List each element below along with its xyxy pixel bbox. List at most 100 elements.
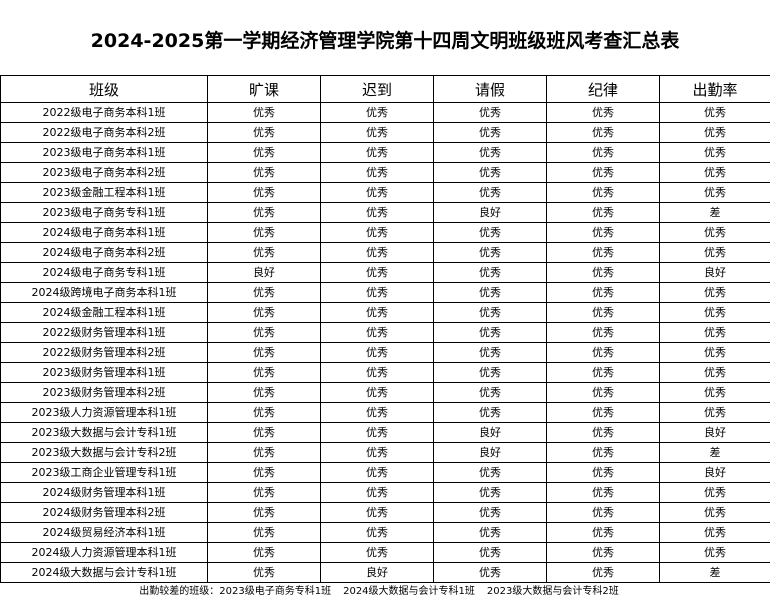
rating-cell: 良好 (434, 423, 547, 443)
rating-cell: 优秀 (547, 323, 660, 343)
footer-item: 2023级电子商务专科1班 (219, 586, 331, 597)
rating-cell: 优秀 (547, 363, 660, 383)
rating-cell: 优秀 (434, 483, 547, 503)
table-row: 2023级财务管理本科1班优秀优秀优秀优秀优秀 (1, 363, 770, 383)
rating-cell: 优秀 (547, 383, 660, 403)
rating-cell: 优秀 (660, 103, 770, 123)
rating-cell: 优秀 (208, 423, 321, 443)
rating-cell: 优秀 (434, 103, 547, 123)
rating-cell: 优秀 (208, 163, 321, 183)
rating-cell: 优秀 (434, 383, 547, 403)
rating-cell: 优秀 (434, 263, 547, 283)
footer-item: 2023级大数据与会计专科2班 (487, 586, 619, 597)
rating-cell: 优秀 (208, 543, 321, 563)
table-row: 2024级人力资源管理本科1班优秀优秀优秀优秀优秀 (1, 543, 770, 563)
rating-cell: 良好 (208, 263, 321, 283)
rating-cell: 优秀 (208, 483, 321, 503)
rating-cell: 优秀 (321, 163, 434, 183)
rating-cell: 差 (660, 443, 770, 463)
table-row: 2022级电子商务本科1班优秀优秀优秀优秀优秀 (1, 103, 770, 123)
class-name: 2024级大数据与会计专科1班 (1, 563, 208, 583)
table-row: 2023级人力资源管理本科1班优秀优秀优秀优秀优秀 (1, 403, 770, 423)
class-name: 2023级电子商务本科1班 (1, 143, 208, 163)
rating-cell: 优秀 (660, 503, 770, 523)
rating-cell: 优秀 (321, 423, 434, 443)
column-header: 纪律 (547, 76, 660, 103)
rating-cell: 优秀 (321, 363, 434, 383)
rating-cell: 优秀 (547, 263, 660, 283)
rating-cell: 优秀 (208, 503, 321, 523)
rating-cell: 优秀 (434, 223, 547, 243)
rating-cell: 优秀 (434, 503, 547, 523)
rating-cell: 优秀 (321, 503, 434, 523)
rating-cell: 差 (660, 563, 770, 583)
rating-cell: 优秀 (321, 203, 434, 223)
class-name: 2023级电子商务本科2班 (1, 163, 208, 183)
rating-cell: 优秀 (208, 463, 321, 483)
rating-cell: 优秀 (660, 543, 770, 563)
rating-cell: 优秀 (547, 203, 660, 223)
rating-cell: 优秀 (660, 343, 770, 363)
rating-cell: 良好 (660, 423, 770, 443)
rating-cell: 优秀 (434, 523, 547, 543)
rating-cell: 优秀 (660, 483, 770, 503)
rating-cell: 优秀 (321, 543, 434, 563)
class-name: 2023级大数据与会计专科2班 (1, 443, 208, 463)
rating-cell: 优秀 (547, 483, 660, 503)
rating-cell: 优秀 (434, 343, 547, 363)
class-name: 2022级电子商务本科2班 (1, 123, 208, 143)
rating-cell: 优秀 (208, 143, 321, 163)
rating-cell: 优秀 (660, 523, 770, 543)
rating-cell: 优秀 (434, 303, 547, 323)
table-row: 2024级电子商务专科1班良好优秀优秀优秀良好 (1, 263, 770, 283)
rating-cell: 优秀 (208, 303, 321, 323)
class-name: 2024级电子商务本科1班 (1, 223, 208, 243)
class-name: 2023级电子商务专科1班 (1, 203, 208, 223)
rating-cell: 优秀 (660, 123, 770, 143)
rating-cell: 优秀 (547, 163, 660, 183)
rating-cell: 优秀 (660, 143, 770, 163)
rating-cell: 优秀 (321, 523, 434, 543)
rating-cell: 优秀 (208, 563, 321, 583)
header-row: 班级旷课迟到请假纪律出勤率 (1, 76, 770, 103)
rating-cell: 优秀 (321, 283, 434, 303)
rating-cell: 优秀 (321, 223, 434, 243)
class-name: 2024级财务管理本科2班 (1, 503, 208, 523)
rating-cell: 优秀 (208, 403, 321, 423)
rating-cell: 优秀 (208, 203, 321, 223)
table-row: 2023级大数据与会计专科2班优秀优秀良好优秀差 (1, 443, 770, 463)
table-row: 2023级电子商务本科1班优秀优秀优秀优秀优秀 (1, 143, 770, 163)
class-name: 2023级财务管理本科2班 (1, 383, 208, 403)
rating-cell: 优秀 (547, 463, 660, 483)
rating-cell: 良好 (660, 263, 770, 283)
table-row: 2024级大数据与会计专科1班优秀良好优秀优秀差 (1, 563, 770, 583)
rating-cell: 优秀 (660, 163, 770, 183)
rating-cell: 优秀 (547, 403, 660, 423)
rating-cell: 优秀 (321, 403, 434, 423)
rating-cell: 优秀 (547, 343, 660, 363)
rating-cell: 优秀 (434, 403, 547, 423)
table-row: 2023级大数据与会计专科1班优秀优秀良好优秀良好 (1, 423, 770, 443)
rating-cell: 优秀 (321, 303, 434, 323)
rating-cell: 优秀 (321, 343, 434, 363)
class-name: 2024级人力资源管理本科1班 (1, 543, 208, 563)
rating-cell: 优秀 (660, 283, 770, 303)
rating-cell: 优秀 (208, 363, 321, 383)
class-name: 2024级贸易经济本科1班 (1, 523, 208, 543)
rating-cell: 优秀 (547, 563, 660, 583)
table-row: 2024级跨境电子商务本科1班优秀优秀优秀优秀优秀 (1, 283, 770, 303)
rating-cell: 优秀 (660, 223, 770, 243)
column-header: 迟到 (321, 76, 434, 103)
class-name: 2024级财务管理本科1班 (1, 483, 208, 503)
rating-cell: 优秀 (434, 123, 547, 143)
table-row: 2023级金融工程本科1班优秀优秀优秀优秀优秀 (1, 183, 770, 203)
rating-cell: 优秀 (547, 223, 660, 243)
table-row: 2023级财务管理本科2班优秀优秀优秀优秀优秀 (1, 383, 770, 403)
class-name: 2024级金融工程本科1班 (1, 303, 208, 323)
table-row: 2024级贸易经济本科1班优秀优秀优秀优秀优秀 (1, 523, 770, 543)
rating-cell: 优秀 (434, 283, 547, 303)
rating-cell: 优秀 (660, 323, 770, 343)
rating-cell: 优秀 (321, 123, 434, 143)
